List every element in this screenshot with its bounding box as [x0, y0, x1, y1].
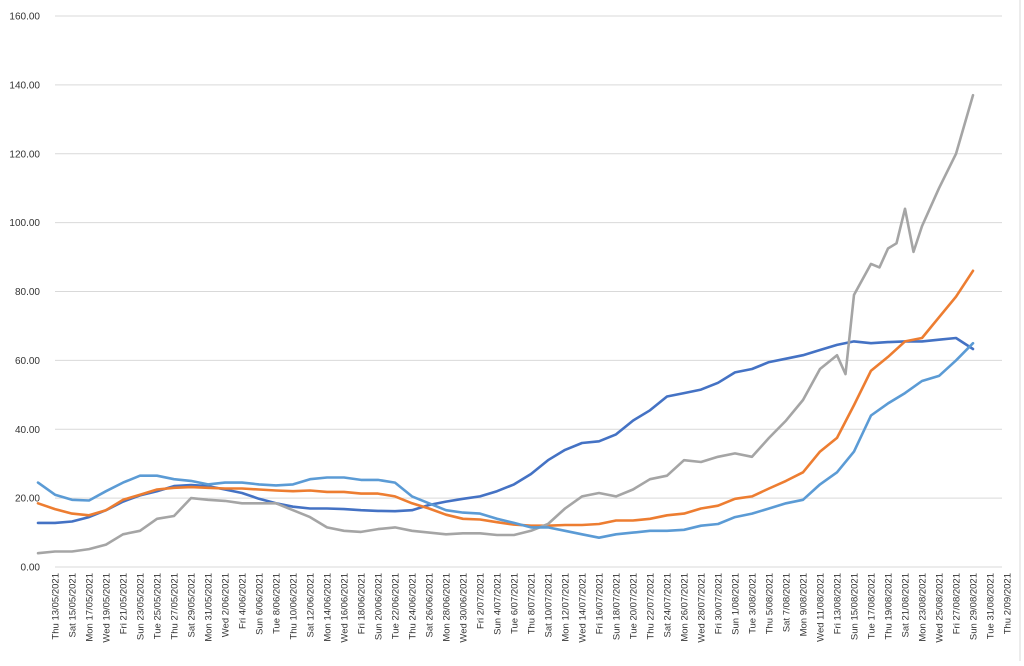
x-tick-label: Tue 31/08/2021: [986, 573, 997, 639]
y-tick-label: 120.00: [9, 149, 40, 160]
x-tick-label: Tue 25/05/2021: [153, 573, 164, 639]
x-tick-label: Sat 7/08/2021: [782, 573, 793, 632]
x-tick-label: Wed 30/06/2021: [459, 573, 470, 643]
y-tick-label: 0.00: [21, 563, 41, 574]
x-tick-label: Sat 24/07/2021: [663, 573, 674, 637]
x-tick-label: Mon 14/06/2021: [323, 573, 334, 642]
x-tick-label: Sun 1/08/2021: [731, 573, 742, 635]
y-tick-label: 140.00: [9, 80, 40, 91]
x-tick-label: Mon 28/06/2021: [442, 573, 453, 642]
y-tick-label: 100.00: [9, 218, 40, 229]
x-tick-label: Mon 23/08/2021: [918, 573, 929, 642]
x-tick-label: Fri 16/07/2021: [595, 573, 606, 634]
series-line-1: [36, 336, 975, 525]
x-tick-label: Sat 21/08/2021: [901, 573, 912, 637]
y-axis-tick-labels: 0.00 20.00 40.00 60.00 80.00 100.00 120.00 140.…: [9, 12, 40, 574]
gridlines: [55, 0, 1021, 661]
x-tick-label: Thu 10/06/2021: [289, 573, 300, 640]
x-tick-label: Sun 23/05/2021: [136, 573, 147, 640]
x-tick-label: Sun 15/08/2021: [850, 573, 861, 640]
x-tick-label: Tue 8/06/2021: [272, 573, 283, 634]
x-tick-label: Sun 18/07/2021: [612, 573, 623, 640]
x-tick-label: Tue 22/06/2021: [391, 573, 402, 639]
x-tick-label: Sat 26/06/2021: [425, 573, 436, 637]
x-tick-label: Wed 14/07/2021: [578, 573, 589, 643]
x-tick-label: Sun 4/07/2021: [493, 573, 504, 635]
x-tick-label: Thu 5/08/2021: [765, 573, 776, 634]
x-tick-label: Tue 17/08/2021: [867, 573, 878, 639]
y-tick-label: 20.00: [15, 494, 40, 505]
x-tick-label: Fri 13/08/2021: [833, 573, 844, 634]
x-tick-label: Sun 6/06/2021: [255, 573, 266, 635]
x-tick-label: Sat 12/06/2021: [306, 573, 317, 637]
series-line-2: [36, 269, 975, 528]
x-tick-label: Mon 12/07/2021: [561, 573, 572, 642]
x-tick-label: Sat 29/05/2021: [187, 573, 198, 637]
x-tick-label: Thu 8/07/2021: [527, 573, 538, 634]
x-tick-label: Wed 19/05/2021: [102, 573, 113, 643]
x-tick-label: Sat 10/07/2021: [544, 573, 555, 637]
x-tick-label: Thu 19/08/2021: [884, 573, 895, 640]
x-tick-label: Mon 26/07/2021: [680, 573, 691, 642]
x-tick-label: Wed 2/06/2021: [221, 573, 232, 637]
x-tick-label: Tue 20/07/2021: [629, 573, 640, 639]
x-tick-label: Sun 20/06/2021: [374, 573, 385, 640]
series-lines: [36, 93, 975, 555]
x-tick-label: Mon 9/08/2021: [799, 573, 810, 636]
x-tick-label: Sat 15/05/2021: [68, 573, 79, 637]
x-tick-label: Wed 25/08/2021: [935, 573, 946, 643]
x-tick-label: Thu 13/05/2021: [51, 573, 62, 640]
x-tick-label: Fri 30/07/2021: [714, 573, 725, 634]
x-tick-label: Tue 3/08/2021: [748, 573, 759, 634]
x-tick-label: Mon 31/05/2021: [204, 573, 215, 642]
x-tick-label: Fri 27/08/2021: [952, 573, 963, 634]
x-tick-label: Tue 6/07/2021: [510, 573, 521, 634]
x-tick-label: Thu 2/09/2021: [1003, 573, 1014, 634]
x-tick-label: Wed 28/07/2021: [697, 573, 708, 643]
y-tick-label: 80.00: [15, 287, 40, 298]
x-axis-tick-labels: Thu 13/05/2021 Sat 15/05/2021 Mon 17/05/20…: [51, 573, 1014, 643]
x-tick-label: Fri 4/06/2021: [238, 573, 249, 629]
x-tick-label: Sun 29/08/2021: [969, 573, 980, 640]
series-line-4: [36, 341, 975, 540]
x-tick-label: Mon 17/05/2021: [85, 573, 96, 642]
x-tick-label: Fri 2/07/2021: [476, 573, 487, 629]
x-tick-label: Fri 18/06/2021: [357, 573, 368, 634]
x-tick-label: Wed 11/08/2021: [816, 573, 827, 642]
x-tick-label: Thu 22/07/2021: [646, 573, 657, 640]
x-tick-label: Wed 16/06/2021: [340, 573, 351, 643]
y-tick-label: 40.00: [15, 425, 40, 436]
x-tick-label: Thu 24/06/2021: [408, 573, 419, 640]
x-tick-label: Fri 21/05/2021: [119, 573, 130, 634]
y-tick-label: 160.00: [9, 12, 40, 23]
y-tick-label: 60.00: [15, 356, 40, 367]
x-tick-label: Thu 27/05/2021: [170, 573, 181, 640]
